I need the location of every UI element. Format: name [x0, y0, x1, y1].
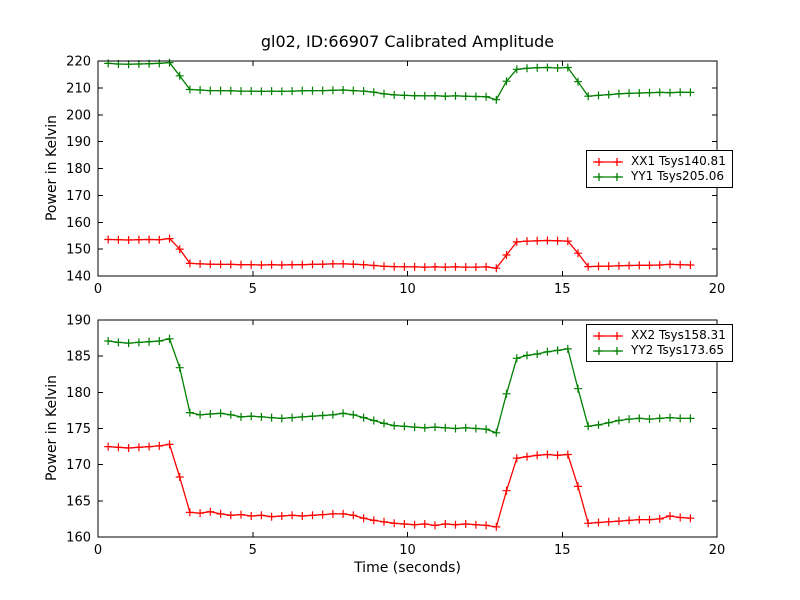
y-tick-label: 170 [66, 189, 91, 204]
legend-entry: YY1 Tsys205.06 [591, 169, 726, 184]
series-line-yy2 [108, 338, 691, 434]
series-markers-xx2 [104, 440, 695, 531]
legend-entry: XX2 Tsys158.31 [591, 328, 726, 343]
series-line-xx1 [108, 237, 691, 269]
x-tick-label: 15 [554, 543, 571, 558]
figure-title: gl02, ID:66907 Calibrated Amplitude [260, 32, 555, 51]
legend-bottom-plot: XX2 Tsys158.31 YY2 Tsys173.65 [586, 324, 733, 362]
y-tick-label: 175 [66, 422, 91, 437]
y-tick-label: 185 [66, 350, 91, 365]
x-axis-label: Time (seconds) [354, 560, 461, 576]
y-tick-label: 160 [66, 531, 91, 546]
x-tick-label: 0 [94, 282, 102, 297]
x-tick-label: 0 [94, 543, 102, 558]
legend-label: YY1 Tsys205.06 [631, 169, 725, 183]
legend-entry: XX1 Tsys140.81 [591, 154, 726, 169]
series-line-yy1 [108, 61, 691, 101]
y-tick-label: 200 [66, 108, 91, 123]
legend-label: XX1 Tsys140.81 [631, 154, 726, 168]
y-tick-label: 180 [66, 386, 91, 401]
y-tick-label: 165 [66, 494, 91, 509]
x-tick-label: 10 [399, 282, 416, 297]
legend-entry: YY2 Tsys173.65 [591, 343, 726, 358]
y-tick-label: 210 [66, 81, 91, 96]
x-tick-label: 20 [709, 282, 726, 297]
legend-top-plot: XX1 Tsys140.81 YY1 Tsys205.06 [586, 150, 733, 188]
x-tick-label: 5 [249, 543, 257, 558]
legend-line-sample-xx1 [593, 157, 623, 166]
series-markers-yy1 [104, 58, 695, 104]
x-tick-label: 15 [554, 282, 571, 297]
y-tick-label: 220 [66, 55, 91, 70]
y-tick-label: 170 [66, 458, 91, 473]
axis-ticks [97, 60, 718, 277]
x-tick-label: 10 [399, 543, 416, 558]
x-tick-label: 5 [249, 282, 257, 297]
legend-line-sample-yy2 [593, 346, 623, 355]
legend-label: YY2 Tsys173.65 [631, 343, 725, 357]
series-line-xx2 [108, 443, 691, 528]
y-tick-label: 160 [66, 216, 91, 231]
series-markers-xx1 [104, 234, 695, 273]
x-tick-label: 20 [709, 543, 726, 558]
y-tick-label: 140 [66, 270, 91, 285]
legend-line-sample-yy1 [593, 172, 623, 181]
y-tick-label: 150 [66, 243, 91, 258]
y-tick-label: 190 [66, 314, 91, 329]
legend-label: XX2 Tsys158.31 [631, 328, 726, 342]
y-tick-label: 180 [66, 162, 91, 177]
series-markers-yy2 [104, 334, 695, 437]
legend-line-sample-xx2 [593, 331, 623, 340]
y-tick-label: 190 [66, 135, 91, 150]
